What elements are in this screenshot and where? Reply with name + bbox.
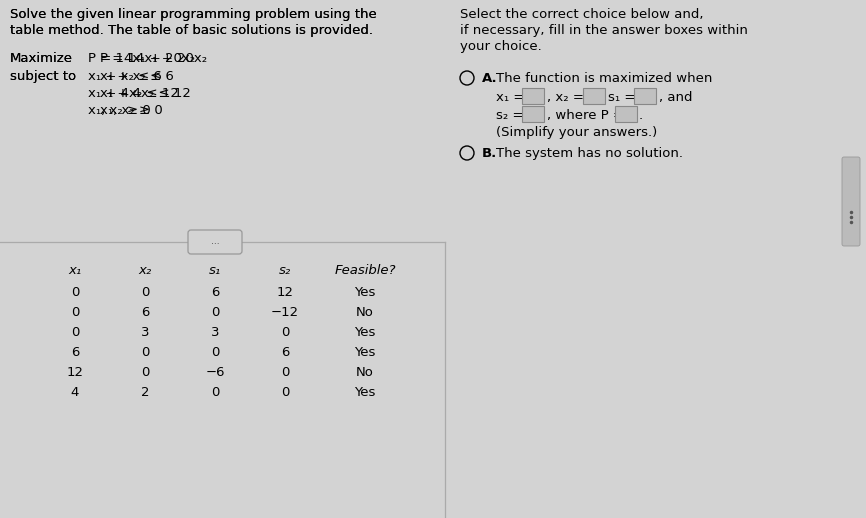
Text: x₁ + 4x₂ ≤ 12: x₁ + 4x₂ ≤ 12 bbox=[88, 87, 179, 100]
Text: 0: 0 bbox=[71, 286, 79, 299]
Text: , x₂ =: , x₂ = bbox=[547, 91, 584, 104]
Text: The function is maximized when: The function is maximized when bbox=[496, 72, 713, 85]
Text: x₁ + x₂ ≤ 6: x₁ + x₂ ≤ 6 bbox=[88, 70, 162, 83]
Text: (Simplify your answers.): (Simplify your answers.) bbox=[496, 126, 657, 139]
Text: P = 14x₁ + 20x₂: P = 14x₁ + 20x₂ bbox=[100, 52, 207, 65]
Text: Select the correct choice below and,: Select the correct choice below and, bbox=[460, 8, 703, 21]
Text: 4: 4 bbox=[71, 386, 79, 399]
Text: 0: 0 bbox=[210, 306, 219, 319]
Text: Yes: Yes bbox=[354, 326, 376, 339]
Text: , where P =: , where P = bbox=[547, 109, 624, 122]
Text: 0: 0 bbox=[210, 346, 219, 359]
Text: 0: 0 bbox=[141, 366, 149, 379]
Text: 3: 3 bbox=[141, 326, 149, 339]
Text: s₁ =: s₁ = bbox=[608, 91, 636, 104]
Text: if necessary, fill in the answer boxes within: if necessary, fill in the answer boxes w… bbox=[460, 24, 748, 37]
Text: x₁: x₁ bbox=[68, 264, 81, 277]
Text: −12: −12 bbox=[271, 306, 299, 319]
FancyBboxPatch shape bbox=[583, 88, 605, 104]
Text: 0: 0 bbox=[281, 366, 289, 379]
Text: Yes: Yes bbox=[354, 286, 376, 299]
Text: Yes: Yes bbox=[354, 386, 376, 399]
Text: 0: 0 bbox=[210, 386, 219, 399]
Text: table method. The table of basic solutions is provided.: table method. The table of basic solutio… bbox=[10, 24, 373, 37]
Text: s₁: s₁ bbox=[209, 264, 221, 277]
Text: 6: 6 bbox=[210, 286, 219, 299]
Text: 0: 0 bbox=[141, 346, 149, 359]
Text: , and: , and bbox=[659, 91, 693, 104]
Text: 12: 12 bbox=[276, 286, 294, 299]
Text: P = 14x₁ + 20x₂: P = 14x₁ + 20x₂ bbox=[88, 52, 195, 65]
Text: 0: 0 bbox=[141, 286, 149, 299]
Text: Solve the given linear programming problem using the: Solve the given linear programming probl… bbox=[10, 8, 377, 21]
Text: 0: 0 bbox=[281, 326, 289, 339]
Text: B.: B. bbox=[482, 147, 497, 160]
FancyBboxPatch shape bbox=[634, 88, 656, 104]
Text: 2: 2 bbox=[141, 386, 149, 399]
FancyBboxPatch shape bbox=[522, 88, 544, 104]
Text: x₁, x₂ ≥ 0: x₁, x₂ ≥ 0 bbox=[100, 104, 163, 117]
Text: 12: 12 bbox=[67, 366, 83, 379]
Text: subject to: subject to bbox=[10, 70, 76, 83]
Text: Yes: Yes bbox=[354, 346, 376, 359]
Text: No: No bbox=[356, 306, 374, 319]
FancyBboxPatch shape bbox=[842, 157, 860, 246]
FancyBboxPatch shape bbox=[188, 230, 242, 254]
Text: 0: 0 bbox=[281, 386, 289, 399]
Text: The system has no solution.: The system has no solution. bbox=[496, 147, 683, 160]
Text: Solve the given linear programming problem using the: Solve the given linear programming probl… bbox=[10, 8, 377, 21]
Text: 3: 3 bbox=[210, 326, 219, 339]
Text: s₂ =: s₂ = bbox=[496, 109, 524, 122]
Text: 6: 6 bbox=[281, 346, 289, 359]
Text: −6: −6 bbox=[205, 366, 225, 379]
FancyBboxPatch shape bbox=[522, 106, 544, 122]
Text: table method. The table of basic solutions is provided.: table method. The table of basic solutio… bbox=[10, 24, 373, 37]
Text: Maximize: Maximize bbox=[10, 52, 73, 65]
Text: A.: A. bbox=[482, 72, 498, 85]
Text: subject to: subject to bbox=[10, 70, 76, 83]
Text: x₂: x₂ bbox=[139, 264, 152, 277]
Text: ...: ... bbox=[210, 237, 219, 247]
Text: 6: 6 bbox=[141, 306, 149, 319]
Text: x₁ + x₂ ≤ 6: x₁ + x₂ ≤ 6 bbox=[100, 70, 174, 83]
Text: x₁ =: x₁ = bbox=[496, 91, 525, 104]
Text: .: . bbox=[639, 109, 643, 122]
FancyBboxPatch shape bbox=[615, 106, 637, 122]
Text: your choice.: your choice. bbox=[460, 40, 542, 53]
Text: x₁, x₂ ≥ 0: x₁, x₂ ≥ 0 bbox=[88, 104, 151, 117]
Text: Feasible?: Feasible? bbox=[334, 264, 396, 277]
Text: Maximize: Maximize bbox=[10, 52, 73, 65]
Text: x₁ + 4x₂ ≤ 12: x₁ + 4x₂ ≤ 12 bbox=[100, 87, 191, 100]
Text: 0: 0 bbox=[71, 326, 79, 339]
Text: 6: 6 bbox=[71, 346, 79, 359]
Text: No: No bbox=[356, 366, 374, 379]
Text: 0: 0 bbox=[71, 306, 79, 319]
Text: s₂: s₂ bbox=[279, 264, 291, 277]
